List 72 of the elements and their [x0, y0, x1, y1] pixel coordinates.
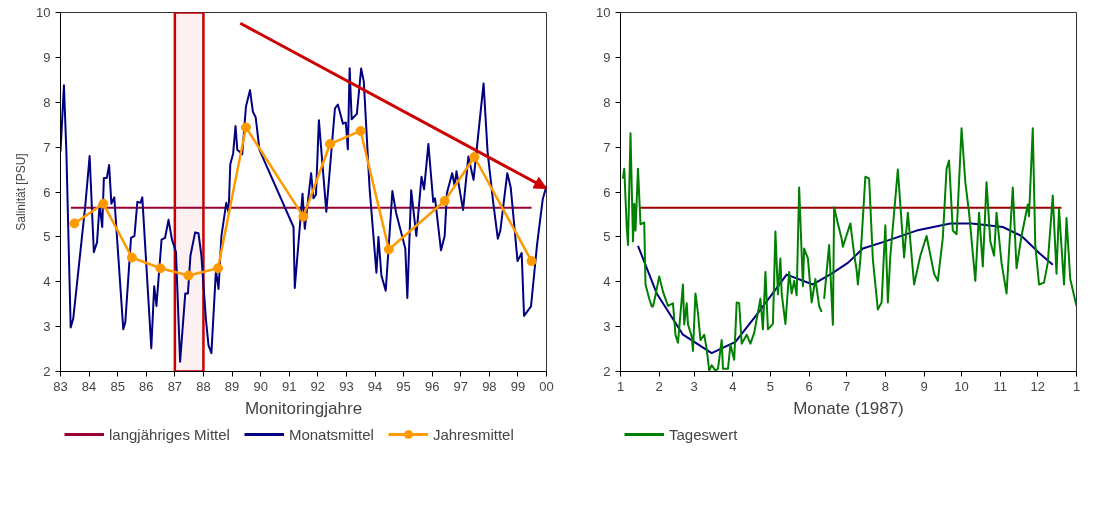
- legend-label: langjähriges Mittel: [109, 425, 230, 443]
- point: [355, 125, 366, 136]
- x-tick-label: 85: [110, 378, 125, 394]
- x-tick-label: 4: [729, 378, 737, 394]
- x-tick-label: 12: [1030, 378, 1046, 394]
- x-tick-label: 90: [253, 378, 268, 394]
- x-tick-label: 8: [881, 378, 889, 394]
- y-tick-label: 6: [603, 184, 611, 200]
- legend-label: Jahresmittel: [432, 425, 514, 443]
- point: [98, 198, 109, 209]
- x-tick-label: 1: [616, 378, 625, 394]
- point: [469, 152, 480, 162]
- x-tick-label: 11: [993, 378, 1008, 394]
- x-tick-label: 98: [482, 378, 497, 394]
- y-tick-label: 5: [43, 229, 51, 245]
- point: [298, 211, 309, 222]
- point: [126, 252, 137, 263]
- point: [240, 122, 251, 133]
- x-tick-label: 2: [655, 378, 663, 394]
- y-tick-label: 4: [603, 274, 611, 290]
- line-series: [636, 222, 1054, 355]
- point: [325, 138, 336, 149]
- point: [69, 218, 80, 229]
- x-tick-label: 5: [766, 378, 775, 394]
- x-tick-label: 97: [453, 378, 469, 394]
- point: [183, 270, 194, 281]
- x-tick-label: 96: [424, 378, 440, 394]
- y-tick-label: 4: [43, 274, 51, 290]
- y-tick-label: 10: [596, 5, 611, 20]
- y-tick-label: 9: [43, 49, 51, 65]
- x-axis-title: Monate (1987): [793, 398, 904, 418]
- y-tick-label: 2: [603, 364, 611, 379]
- x-tick-label: 86: [139, 378, 154, 394]
- x-tick-label: 10: [954, 378, 969, 394]
- y-tick-label: 3: [603, 319, 611, 335]
- x-tick-label: 87: [167, 378, 183, 394]
- x-tick-label: 95: [396, 378, 411, 394]
- y-axis-title: Salinität [PSU]: [14, 153, 29, 231]
- y-tick-label: 2: [43, 364, 51, 379]
- point: [526, 256, 537, 267]
- legend-label: Monatsmittel: [288, 425, 374, 443]
- y-tick-label: 7: [43, 139, 51, 155]
- x-tick-label: 00: [539, 378, 554, 394]
- point: [439, 195, 450, 206]
- point: [212, 263, 223, 274]
- y-tick-label: 6: [43, 184, 51, 200]
- y-tick-label: 10: [36, 5, 51, 20]
- y-tick-label: 5: [603, 229, 611, 245]
- x-tick-label: 9: [920, 378, 928, 394]
- legend-label: Tageswert: [669, 425, 738, 443]
- y-tick-label: 9: [603, 49, 611, 65]
- point: [383, 244, 394, 255]
- x-tick-label: 89: [224, 378, 240, 394]
- x-tick-label: 6: [805, 378, 813, 394]
- x-tick-label: 99: [510, 378, 526, 394]
- x-tick-label: 7: [843, 378, 851, 394]
- x-tick-label: 94: [367, 378, 383, 394]
- x-tick-label: 92: [310, 378, 326, 394]
- y-tick-label: 7: [603, 139, 611, 155]
- y-tick-label: 8: [43, 94, 51, 110]
- x-tick-label: 93: [339, 378, 354, 394]
- point: [155, 263, 166, 274]
- x-tick-label: 91: [281, 378, 297, 394]
- x-tick-label: 1: [1072, 378, 1081, 394]
- x-tick-label: 84: [81, 378, 97, 394]
- y-tick-label: 8: [603, 94, 611, 110]
- x-tick-label: 83: [53, 378, 68, 394]
- x-axis-title: Monitoringjahre: [244, 398, 363, 418]
- x-tick-label: 3: [690, 378, 698, 394]
- x-tick-label: 88: [196, 378, 211, 394]
- y-tick-label: 3: [43, 319, 51, 335]
- line-series: [60, 67, 547, 363]
